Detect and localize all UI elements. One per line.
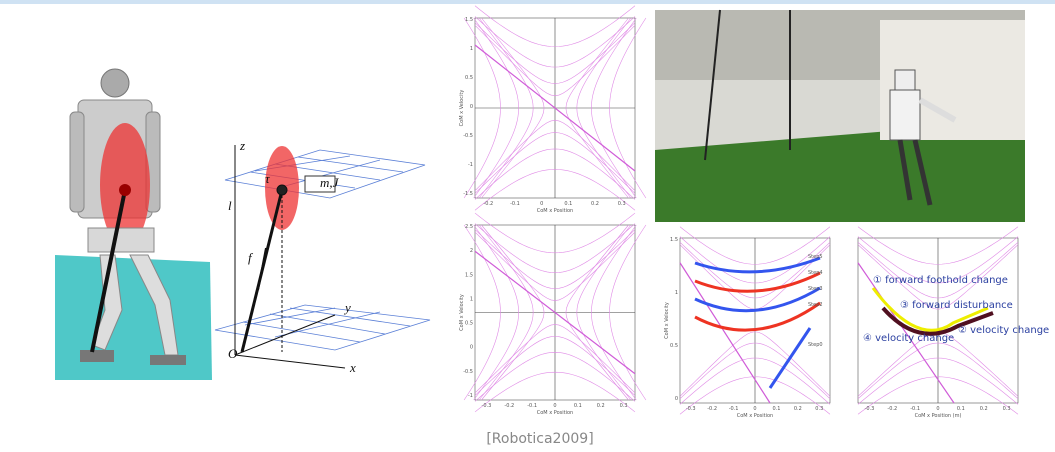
x-tick-label: -0.1: [729, 406, 739, 412]
x-tick-label: -0.3: [686, 406, 696, 412]
annotation: ④ velocity change: [863, 333, 954, 344]
step-label: Step3: [808, 286, 823, 292]
annotation: ③ forward disturbance: [900, 300, 1013, 311]
step-label: Step4: [808, 270, 823, 276]
y-tick-label: 1: [675, 290, 678, 296]
y-tick-label: 2.5: [465, 224, 473, 230]
annotation: ① forward foothold change: [873, 275, 1008, 286]
y-tick-label: 2: [470, 248, 473, 254]
model-label: z: [239, 138, 245, 153]
y-tick-label: 0: [470, 345, 473, 351]
y-tick-label: 1.5: [465, 17, 473, 23]
x-tick-label: 0.1: [957, 406, 965, 412]
x-tick-label: 0.1: [564, 201, 572, 207]
x-tick-label: 0.2: [980, 406, 988, 412]
y-tick-label: -0.5: [463, 133, 473, 139]
y-tick-label: 0: [470, 104, 473, 110]
x-tick-label: 0.3: [620, 403, 628, 409]
x-tick-label: 0.1: [772, 406, 780, 412]
x-tick-label: -0.3: [865, 406, 875, 412]
model-label: x: [349, 360, 356, 375]
step-label: Step2: [808, 302, 823, 308]
x-tick-label: 0.3: [815, 406, 823, 412]
x-tick-label: 0: [936, 406, 939, 412]
y-tick-label: -1.5: [463, 191, 473, 197]
x-tick-label: -0.3: [482, 403, 492, 409]
robot-illustration: [55, 69, 212, 380]
y-tick-label: 1: [470, 296, 473, 302]
x-tick-label: -0.1: [510, 201, 520, 207]
y-tick-label: -1: [468, 393, 473, 399]
x-tick-label: 0: [753, 406, 756, 412]
x-tick-label: 0.2: [597, 403, 605, 409]
annotation: ② velocity change: [958, 325, 1049, 336]
x-axis-label: CoM x Position (m): [915, 413, 962, 419]
lab-photo: [655, 10, 1025, 222]
x-tick-label: 0.2: [794, 406, 802, 412]
y-tick-label: -1: [468, 162, 473, 168]
x-tick-label: 0: [553, 403, 556, 409]
y-tick-label: 0.5: [465, 321, 473, 327]
step-label: Step0: [808, 342, 823, 348]
y-axis-label: CoM x Velocity: [459, 294, 465, 331]
model-label: y: [343, 300, 351, 315]
y-tick-label: 1.5: [670, 237, 678, 243]
y-tick-label: 0.5: [465, 75, 473, 81]
model-label: f: [248, 250, 254, 265]
y-tick-label: 0: [675, 396, 678, 402]
y-axis-label: CoM x Velocity: [459, 90, 465, 127]
y-tick-label: 0.5: [670, 343, 678, 349]
y-tick-label: 1: [470, 46, 473, 52]
x-tick-label: -0.2: [887, 406, 897, 412]
y-tick-label: 1.5: [465, 272, 473, 278]
model-label: m,J: [320, 175, 340, 190]
y-axis-label: CoM x Velocity: [664, 302, 670, 339]
x-axis-label: CoM x Position: [737, 413, 773, 419]
x-tick-label: 0.3: [618, 201, 626, 207]
x-tick-label: -0.2: [483, 201, 493, 207]
x-tick-label: 0.2: [591, 201, 599, 207]
x-tick-label: 0.1: [574, 403, 582, 409]
x-axis-label: CoM x Position: [537, 208, 573, 214]
x-tick-label: 0: [540, 201, 543, 207]
top-bar: [0, 0, 1055, 4]
model-label: l: [228, 198, 232, 213]
x-tick-label: 0.3: [1003, 406, 1011, 412]
x-tick-label: -0.2: [707, 406, 717, 412]
x-tick-label: -0.2: [504, 403, 514, 409]
x-tick-label: -0.1: [910, 406, 920, 412]
slide: zτm,JflyxO -0.2-0.100.10.20.31.510.50-0.…: [0, 0, 1055, 452]
y-tick-label: -0.5: [463, 369, 473, 375]
x-tick-label: -0.1: [527, 403, 537, 409]
caption: [Robotica2009]: [486, 431, 593, 447]
step-label: Step5: [808, 254, 823, 260]
model-label: O: [228, 346, 238, 361]
x-axis-label: CoM x Position: [537, 410, 573, 416]
